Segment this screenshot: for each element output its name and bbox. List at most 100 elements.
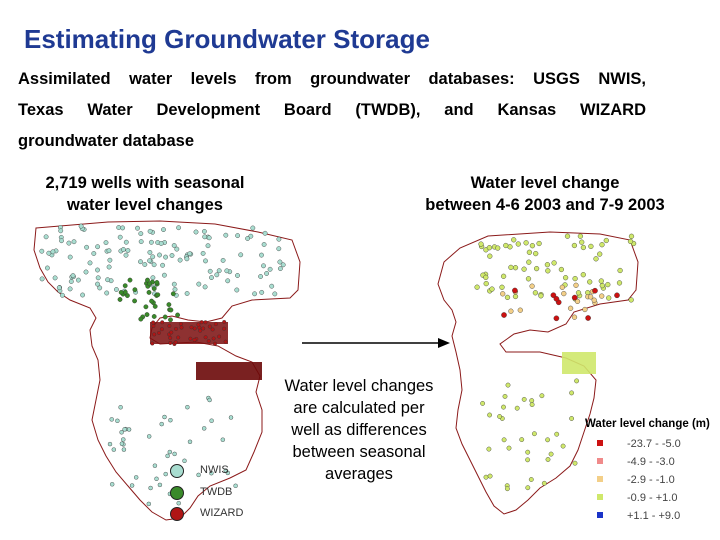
- nwis-well-point: [157, 482, 163, 488]
- wizard-well-point: [168, 335, 173, 340]
- change-well-point: [627, 238, 634, 245]
- nwis-well-point: [201, 426, 207, 431]
- nwis-well-point: [87, 260, 93, 266]
- nwis-well-point: [207, 397, 212, 403]
- wizard-well-point: [188, 336, 193, 341]
- twdb-well-point: [151, 286, 157, 291]
- change-well-point: [592, 287, 598, 294]
- nwis-well-point: [280, 262, 286, 268]
- nwis-well-point: [83, 269, 89, 275]
- nwis-well-point: [119, 441, 125, 446]
- intro-line-1: Assimilated water levels from groundwate…: [18, 70, 646, 88]
- method-note: Water level changes are calculated per w…: [270, 375, 448, 485]
- nwis-well-point: [133, 475, 139, 480]
- slide-title: Estimating Groundwater Storage: [24, 24, 430, 54]
- nwis-well-point: [187, 251, 193, 257]
- change-well-point: [538, 293, 544, 299]
- change-well-point: [572, 460, 578, 466]
- change-well-point: [582, 306, 588, 313]
- wizard-well-point: [159, 327, 164, 332]
- wizard-well-point: [169, 330, 174, 335]
- nwis-well-point: [276, 246, 282, 252]
- nwis-well-point: [52, 275, 58, 281]
- nwis-well-point: [177, 257, 183, 263]
- nwis-well-point: [252, 291, 258, 297]
- nwis-well-point: [121, 447, 127, 452]
- twdb-well-point: [154, 280, 160, 285]
- wizard-well-point: [213, 322, 218, 327]
- change-well-point: [544, 262, 551, 268]
- twdb-marker-icon: [170, 486, 184, 500]
- nwis-well-point: [209, 275, 214, 280]
- nwis-well-point: [76, 277, 81, 283]
- nwis-well-point: [196, 472, 201, 478]
- legend-title: Water level change (m): [585, 418, 710, 430]
- nwis-well-point: [267, 266, 273, 272]
- change-well-point: [528, 477, 534, 482]
- change-well-point: [575, 290, 582, 296]
- change-well-point: [553, 315, 560, 322]
- nwis-marker-icon: [170, 464, 184, 478]
- range-2-marker-icon: [597, 458, 603, 464]
- twdb-well-point: [168, 307, 174, 313]
- nwis-well-point: [235, 233, 241, 239]
- change-well-point: [597, 251, 603, 257]
- wizard-well-point: [196, 322, 201, 327]
- wizard-well-point: [198, 328, 203, 333]
- nwis-well-point: [138, 239, 144, 245]
- intro-line-3: groundwater database: [18, 132, 195, 150]
- nwis-well-point: [161, 272, 167, 278]
- nwis-well-point: [97, 285, 103, 291]
- change-well-point: [580, 244, 587, 251]
- nwis-well-point: [184, 291, 190, 296]
- nwis-well-point: [209, 471, 214, 476]
- nwis-well-point: [142, 262, 148, 267]
- range-4-marker-icon: [597, 494, 603, 500]
- note-line-1: Water level changes: [284, 377, 434, 395]
- left-panel-caption: 2,719 wells with seasonal water level ch…: [20, 172, 270, 216]
- nwis-well-point: [206, 235, 212, 241]
- wizard-well-point: [217, 334, 222, 339]
- change-well-point: [532, 431, 537, 437]
- nwis-well-point: [176, 501, 181, 506]
- change-well-point: [533, 251, 539, 257]
- nwis-well-point: [220, 437, 226, 442]
- change-well-point: [591, 297, 597, 303]
- change-well-point: [489, 286, 495, 292]
- change-well-point: [599, 242, 605, 248]
- change-well-point: [503, 242, 509, 249]
- change-well-point: [504, 486, 510, 492]
- nwis-well-point: [205, 243, 211, 249]
- twdb-well-point: [127, 277, 133, 283]
- nwis-well-point: [185, 405, 190, 410]
- change-well-point: [501, 437, 507, 443]
- change-well-point: [541, 480, 547, 486]
- change-well-point: [562, 275, 569, 281]
- change-well-point: [571, 314, 578, 320]
- change-well-point: [614, 292, 620, 299]
- nwis-well-point: [115, 418, 120, 423]
- nwis-well-point: [228, 415, 234, 420]
- nwis-well-point: [121, 437, 126, 442]
- nwis-well-point: [163, 254, 169, 260]
- nwis-well-point: [147, 249, 153, 255]
- wizard-well-point: [222, 320, 227, 325]
- nwis-well-point: [209, 418, 214, 423]
- nwis-well-point: [245, 236, 251, 241]
- change-well-point: [474, 284, 480, 290]
- change-well-point: [585, 315, 591, 321]
- change-well-point: [525, 457, 530, 463]
- nwis-well-point: [233, 483, 238, 488]
- arrow-head: [438, 338, 450, 348]
- wizard-well-point: [210, 327, 215, 332]
- twdb-well-point: [155, 292, 161, 298]
- change-well-point: [564, 233, 571, 239]
- change-well-point: [550, 292, 557, 299]
- change-well-point: [545, 437, 550, 443]
- nwis-well-point: [171, 243, 177, 248]
- wizard-well-point: [212, 341, 217, 346]
- nwis-well-point: [107, 257, 113, 263]
- nwis-well-point: [207, 268, 213, 274]
- range-1-marker-icon: [597, 440, 603, 446]
- nwis-well-point: [46, 250, 52, 256]
